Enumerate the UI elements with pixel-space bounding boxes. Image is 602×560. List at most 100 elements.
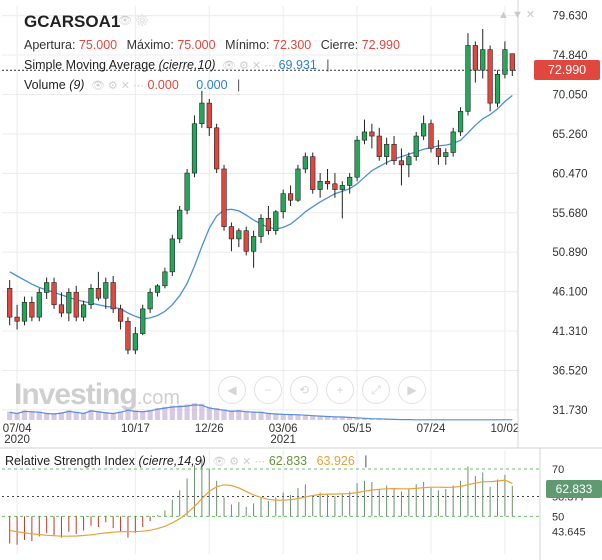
candle-body — [302, 156, 308, 170]
volume-legend[interactable]: Volume (9) 👁 ⚙ ✕ ⋯ 0.000 0.000 | — [24, 78, 240, 92]
volume-bar — [206, 406, 212, 420]
volume-bar — [199, 403, 205, 420]
high-label: Máximo: — [126, 38, 174, 52]
price-tick-label: 36.520 — [552, 365, 587, 377]
rsi-params: (cierre,14,9) — [138, 454, 206, 468]
more-icon[interactable]: ⋯ — [133, 80, 145, 92]
volume-line — [9, 404, 513, 421]
candle — [347, 173, 353, 194]
candle-body — [140, 308, 146, 334]
more-icon[interactable]: ⋯ — [264, 60, 276, 72]
candle — [384, 137, 390, 165]
candle — [435, 140, 441, 165]
close-icon[interactable]: ✕ — [242, 456, 252, 468]
candle — [406, 152, 412, 178]
volume-value-2: 0.000 — [196, 78, 228, 92]
volume-bar — [117, 411, 124, 420]
volume-bar — [88, 409, 94, 420]
pane-controls[interactable]: ▲ ▼ ✕ — [498, 8, 535, 21]
candle-body — [132, 333, 138, 351]
candle — [273, 210, 279, 235]
candle-body — [14, 316, 20, 322]
volume-bar — [154, 408, 161, 420]
candle — [265, 206, 271, 235]
eye-icon[interactable]: 👁 — [212, 456, 227, 468]
rsi-tick-label: 50 — [552, 511, 564, 523]
candle — [310, 152, 316, 194]
close-icon[interactable]: ✕ — [120, 80, 131, 92]
candle — [110, 275, 116, 314]
candle-body — [221, 168, 227, 227]
volume-bar — [125, 409, 131, 420]
candle — [199, 90, 205, 128]
volume-bar — [251, 411, 257, 420]
candle — [169, 234, 175, 276]
rsi-label: Relative Strength Index — [5, 454, 135, 468]
volume-bar — [361, 418, 368, 420]
candle — [73, 285, 79, 322]
scroll-right-icon[interactable]: ▶ — [398, 376, 426, 404]
candle — [324, 168, 331, 190]
candle-body — [398, 160, 405, 166]
eye-icon[interactable]: 👁 — [222, 60, 236, 72]
price-tick-label: 55.680 — [552, 208, 587, 220]
volume-bar — [332, 416, 338, 420]
title-icons[interactable]: 👁 ⚙ — [118, 15, 149, 27]
volume-label: Volume — [24, 78, 66, 92]
candle-body — [435, 148, 441, 157]
candle-body — [324, 181, 331, 185]
candle — [177, 206, 183, 244]
volume-bar — [354, 417, 360, 420]
gear-icon[interactable]: ⚙ — [107, 80, 118, 92]
candle-body — [391, 143, 397, 162]
volume-bar — [66, 410, 72, 420]
candle-body — [406, 156, 412, 166]
rsi-legend[interactable]: Relative Strength Index (cierre,14,9) 👁 ⚙… — [5, 454, 368, 468]
ohlc-readout: Apertura: 75.000 Máximo: 75.000 Mínimo: … — [24, 38, 406, 52]
pane-close-icon[interactable]: ✕ — [525, 9, 536, 21]
volume-bar — [169, 405, 175, 420]
candle-body — [58, 304, 65, 314]
pane-down-icon[interactable]: ▼ — [511, 9, 523, 21]
candle-body — [29, 302, 35, 318]
reset-icon[interactable]: ⟲ — [290, 376, 318, 404]
more-icon[interactable]: ⋯ — [254, 456, 266, 468]
gear-icon[interactable]: ⚙ — [239, 60, 249, 72]
zoom-out-icon[interactable]: − — [254, 376, 282, 404]
volume-bar — [177, 405, 183, 420]
rsi-pane[interactable] — [2, 459, 540, 545]
candle-body — [214, 127, 220, 170]
close-value: 72.990 — [361, 38, 400, 52]
zoom-fit-icon[interactable]: ⤢ — [362, 376, 390, 404]
watermark-brand: Investing — [14, 378, 138, 411]
candle-body — [502, 49, 508, 75]
candle — [66, 288, 72, 322]
candle — [450, 127, 456, 157]
candle-body — [361, 131, 368, 141]
candles[interactable] — [7, 29, 515, 355]
volume-bar — [184, 404, 190, 420]
volume-bar — [14, 412, 20, 420]
gear-icon[interactable]: ⚙ — [229, 456, 240, 468]
close-icon[interactable]: ✕ — [251, 60, 262, 72]
open-value: 75.000 — [78, 38, 118, 52]
chart-nav-controls[interactable]: ◀ − ⟲ + ⤢ ▶ — [218, 376, 434, 404]
candle — [243, 226, 249, 256]
candle-body — [369, 131, 375, 137]
zoom-in-icon[interactable]: + — [326, 376, 354, 404]
volume-value-1: 0.000 — [147, 78, 179, 92]
pane-up-icon[interactable]: ▲ — [498, 9, 509, 21]
candle — [147, 288, 153, 314]
scroll-left-icon[interactable]: ◀ — [218, 376, 246, 404]
candle-body — [73, 292, 79, 318]
price-tick-label: 79.630 — [552, 11, 587, 23]
volume-bar — [147, 409, 153, 420]
candle-body — [450, 131, 456, 153]
price-tick-label: 70.050 — [552, 89, 587, 101]
sma-legend[interactable]: Simple Moving Average (cierre,10) 👁 ⚙ ✕ ⋯ 6… — [24, 58, 330, 72]
eye-icon[interactable]: 👁 — [90, 80, 105, 92]
volume-bar — [228, 410, 235, 420]
rsi-last-tag: 62.833 — [546, 480, 602, 498]
candle-body — [147, 292, 153, 310]
